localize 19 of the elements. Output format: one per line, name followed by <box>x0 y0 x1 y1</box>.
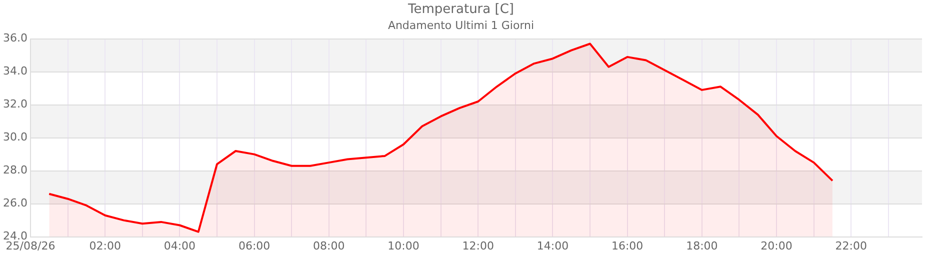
x-tick-label: 16:00 <box>611 239 644 252</box>
x-tick-label: 14:00 <box>536 239 569 252</box>
y-tick-label: 36.0 <box>2 32 28 45</box>
y-tick-label: 28.0 <box>2 164 28 177</box>
x-tick-label: 22:00 <box>835 239 867 252</box>
x-tick-label: 06:00 <box>238 239 270 252</box>
x-tick-label: 08:00 <box>313 239 345 252</box>
x-tick-label: 12:00 <box>462 239 494 252</box>
y-tick-label: 34.0 <box>2 64 28 78</box>
chart-subtitle: Andamento Ultimi 1 Giorni <box>388 19 534 32</box>
chart-title: Temperatura [C] <box>407 2 514 18</box>
y-tick-label: 32.0 <box>2 98 28 111</box>
x-tick-label: 04:00 <box>164 239 196 252</box>
x-tick-label: 10:00 <box>388 239 420 252</box>
x-tick-label: 18:00 <box>686 239 718 252</box>
x-tick-label: 02:00 <box>89 239 121 252</box>
y-tick-label: 26.0 <box>2 196 28 210</box>
x-tick-label: 20:00 <box>760 239 792 252</box>
y-tick-label: 30.0 <box>2 130 28 144</box>
